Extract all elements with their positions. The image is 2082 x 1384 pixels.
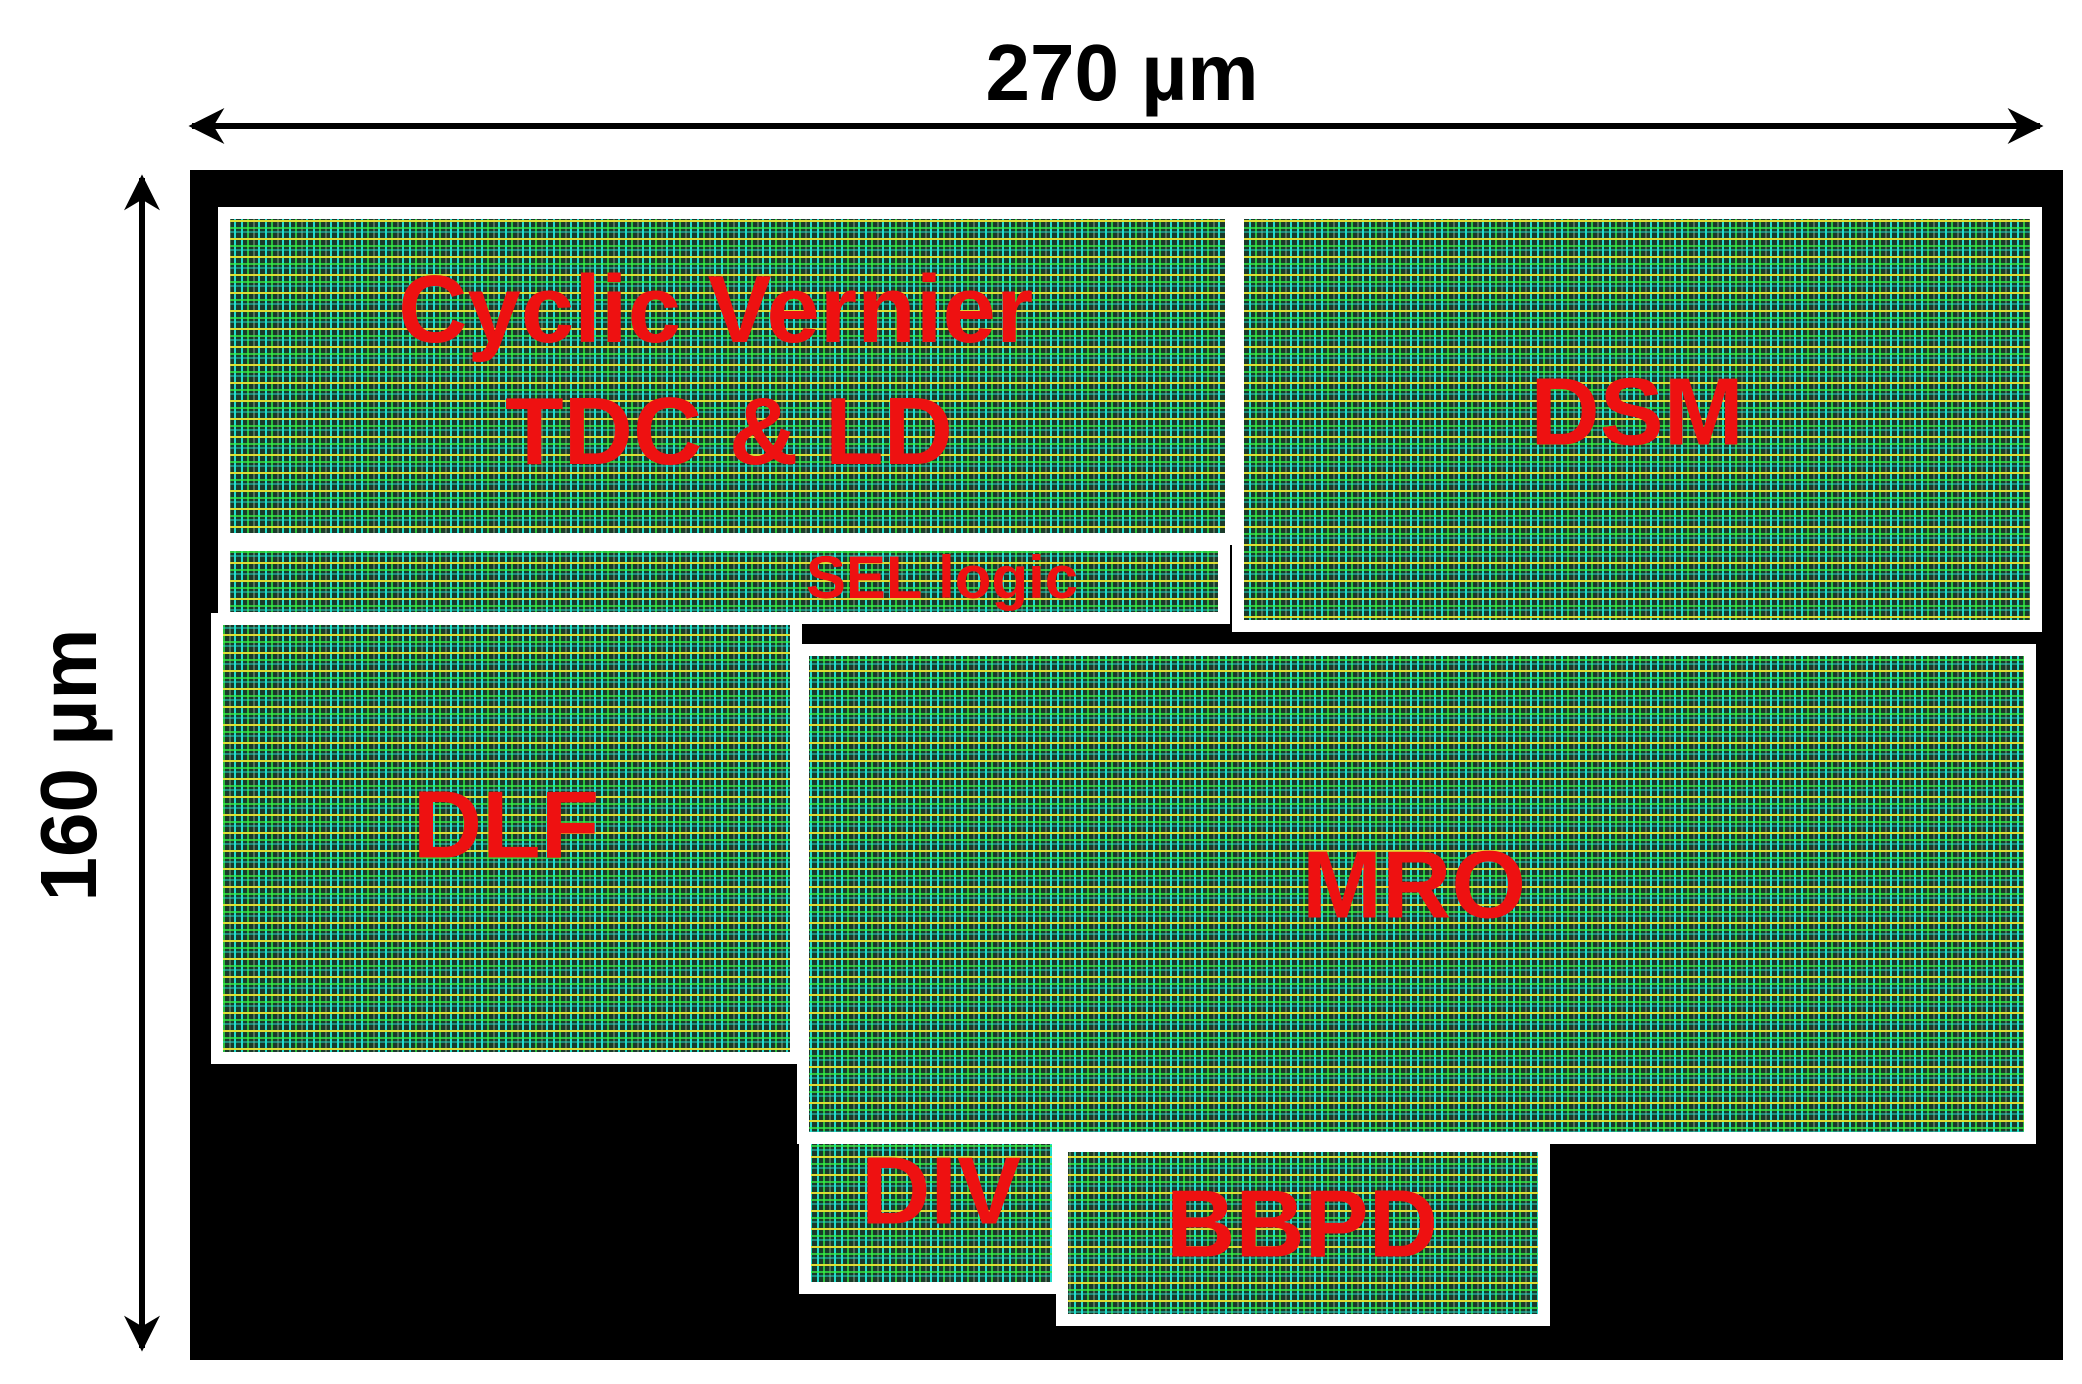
block-label: DIV xyxy=(861,1137,1021,1244)
block-label: SEL logic xyxy=(806,544,1078,611)
block-tdc xyxy=(218,207,1237,545)
block-mro xyxy=(797,644,2036,1144)
block-dsm xyxy=(1232,207,2042,632)
block-bbpd xyxy=(1056,1140,1550,1326)
block-label: BBPD xyxy=(1166,1170,1438,1277)
width-label: 270 µm xyxy=(986,28,1259,117)
block-sel xyxy=(218,539,1230,624)
block-label: Cyclic Vernier TDC & LD xyxy=(398,256,1060,485)
block-label: MRO xyxy=(1302,831,1526,938)
block-label: DSM xyxy=(1530,358,1743,465)
block-dlf xyxy=(211,613,802,1064)
block-label: DLF xyxy=(413,771,600,878)
height-label: 160 µm xyxy=(24,629,113,902)
